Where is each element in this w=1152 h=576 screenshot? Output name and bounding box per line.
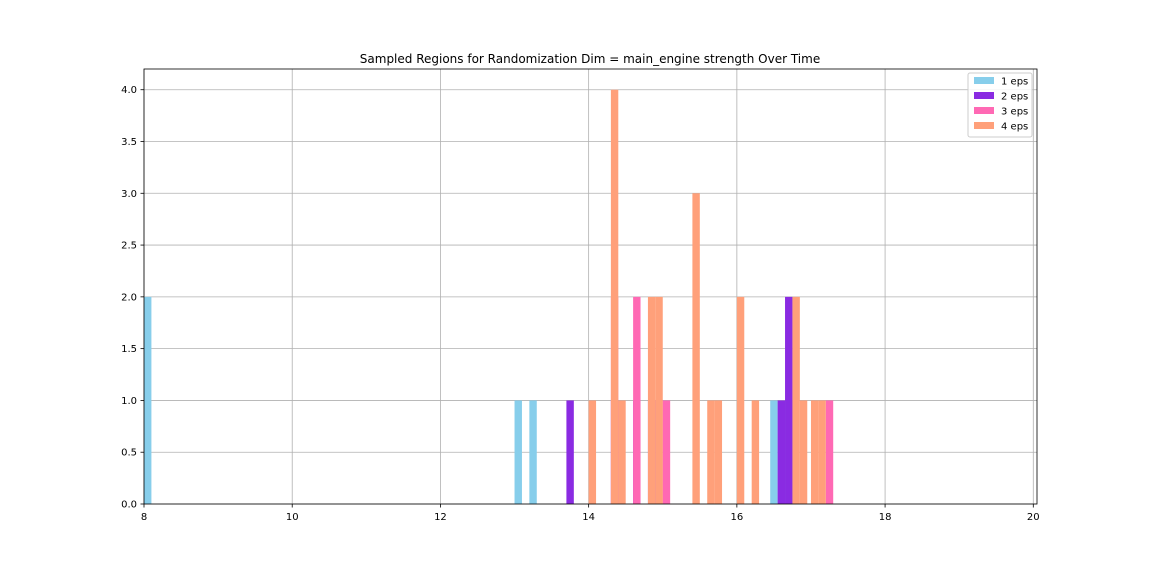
bar	[618, 400, 626, 504]
bar	[655, 296, 663, 504]
x-tick-label: 20	[1027, 512, 1040, 523]
y-tick-label: 1.5	[121, 344, 137, 355]
y-tick-label: 0.0	[121, 500, 137, 511]
legend-label: 4 eps	[1001, 122, 1028, 133]
bar	[692, 193, 700, 505]
bars-layer	[144, 89, 834, 505]
bar	[799, 400, 808, 504]
x-tick-label: 16	[730, 512, 743, 523]
x-axis-ticks: 8 10 12 14 16 18 20	[141, 504, 1040, 523]
x-tick-label: 10	[286, 512, 299, 523]
y-tick-label: 3.0	[121, 189, 137, 200]
chart-title: Sampled Regions for Randomization Dim = …	[360, 52, 820, 66]
y-tick-label: 1.0	[121, 396, 137, 407]
bar	[529, 400, 537, 504]
bar	[514, 400, 522, 504]
bar	[736, 296, 745, 504]
bar	[770, 400, 778, 504]
y-tick-label: 2.5	[121, 241, 137, 252]
bar	[588, 400, 597, 504]
bar	[818, 400, 826, 504]
y-tick-label: 0.5	[121, 448, 137, 459]
grid-lines	[143, 69, 1037, 505]
legend-swatch	[974, 122, 994, 129]
legend-label: 3 eps	[1001, 107, 1028, 118]
bar	[785, 296, 793, 504]
legend-label: 2 eps	[1001, 92, 1028, 103]
y-axis-ticks: 0.0 0.5 1.0 1.5 2.0 2.5 3.0 3.5 4.0	[121, 85, 144, 511]
bar	[144, 296, 152, 504]
legend: 1 eps 2 eps 3 eps 4 eps	[967, 72, 1033, 138]
legend-box	[967, 72, 1033, 138]
legend-swatch	[974, 92, 994, 99]
bar	[610, 89, 619, 504]
x-tick-label: 14	[582, 512, 595, 523]
bar	[792, 296, 800, 504]
bar	[662, 400, 671, 504]
bar	[810, 400, 819, 504]
plot-area-frame	[143, 68, 1038, 505]
legend-swatch	[974, 107, 994, 114]
x-tick-label: 8	[141, 512, 147, 523]
x-tick-label: 12	[434, 512, 447, 523]
legend-items: 1 eps 2 eps 3 eps 4 eps	[974, 77, 1028, 133]
series-4-eps	[588, 89, 826, 505]
y-tick-label: 2.0	[121, 292, 137, 303]
x-tick-label: 18	[879, 512, 892, 523]
bar	[633, 296, 641, 504]
bar	[647, 296, 656, 504]
bar	[707, 400, 715, 504]
legend-label: 1 eps	[1001, 77, 1028, 88]
bar	[825, 400, 834, 504]
y-tick-label: 3.5	[121, 137, 137, 148]
y-tick-label: 4.0	[121, 85, 137, 96]
bar	[777, 400, 786, 504]
legend-swatch	[974, 77, 994, 84]
bar	[714, 400, 723, 504]
bar	[751, 400, 760, 504]
bar	[566, 400, 574, 504]
